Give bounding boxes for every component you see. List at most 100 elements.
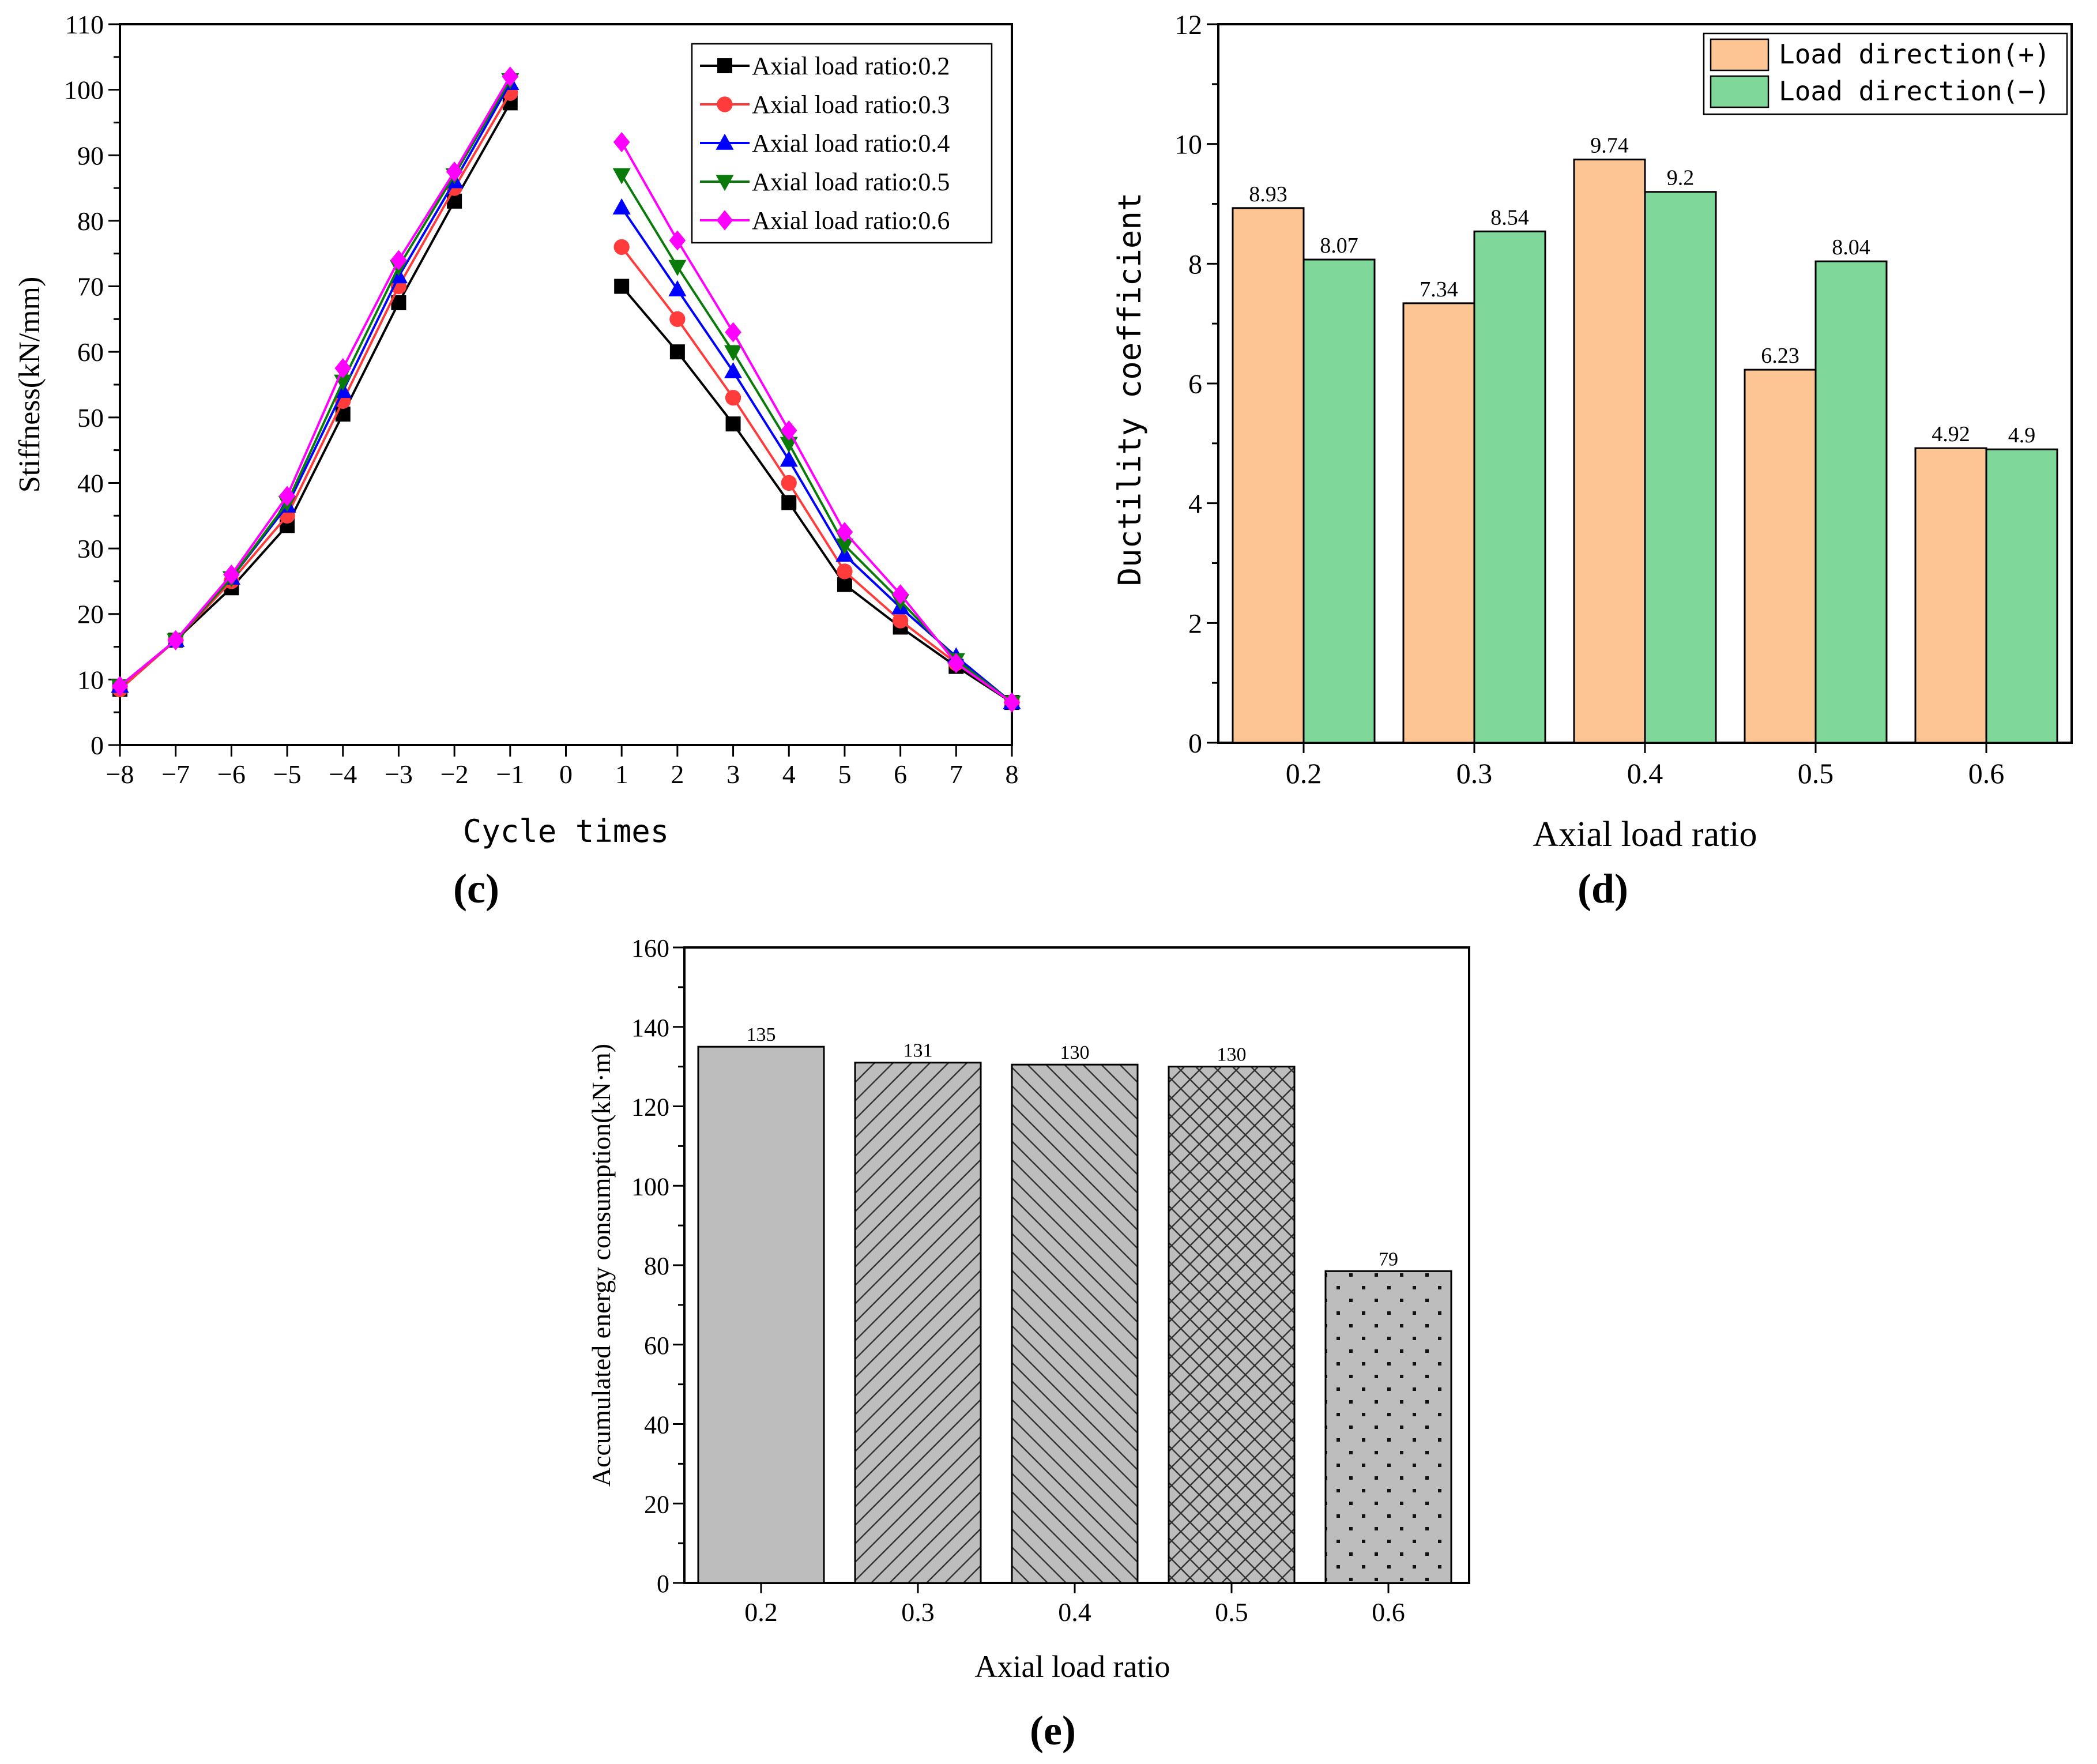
data-point — [278, 486, 296, 506]
x-tick-label: −8 — [106, 759, 134, 789]
data-point — [725, 322, 741, 343]
x-tick-label: 2 — [671, 759, 684, 789]
x-axis-title: Axial load ratio — [1533, 815, 1757, 854]
legend-marker — [716, 133, 734, 150]
y-tick-label: 70 — [77, 272, 104, 302]
y-axis-title: Accumulated energy consumption(kN·m) — [586, 1044, 616, 1487]
bar-value-label: 6.23 — [1761, 344, 1799, 368]
bar-value-label: 79 — [1379, 1248, 1398, 1270]
data-point — [892, 584, 909, 605]
legend-label: Axial load ratio:0.4 — [752, 129, 950, 157]
x-tick-label: −5 — [273, 759, 302, 789]
x-tick-label: −2 — [441, 759, 469, 789]
y-tick-label: 40 — [77, 468, 104, 498]
x-tick-label: −4 — [329, 759, 357, 789]
y-tick-label: 2 — [1188, 608, 1202, 639]
x-tick-label: 7 — [950, 759, 963, 789]
x-tick-label: 0.5 — [1215, 1597, 1248, 1627]
series-line — [119, 76, 511, 687]
bar — [1011, 1063, 1139, 1584]
y-tick-label: 12 — [1174, 10, 1202, 40]
bar-value-label: 7.34 — [1420, 277, 1458, 302]
x-tick-label: 5 — [838, 759, 851, 789]
y-tick-label: 20 — [644, 1490, 669, 1518]
series-line — [620, 174, 1013, 704]
x-tick-label: 0.5 — [1798, 757, 1834, 789]
ductility-bar-chart: 0 2 4 6 8 10 12 0.2 8.93 8.07 0.3 7.34 8.54 0.4 9.74 9.… — [1112, 10, 2073, 854]
x-tick-label: 0.2 — [744, 1597, 778, 1627]
x-tick-label: 4 — [782, 759, 796, 789]
y-tick-label: 60 — [77, 337, 104, 367]
data-point — [724, 362, 743, 378]
x-axis-title: Axial load ratio — [975, 1649, 1170, 1684]
y-tick-label: 10 — [1174, 130, 1202, 160]
data-point — [1003, 692, 1021, 713]
bar-value-label: 135 — [747, 1024, 776, 1045]
bar-value-label: 4.92 — [1932, 422, 1970, 446]
data-point — [446, 161, 463, 182]
data-point — [167, 630, 184, 650]
panel-label-c: (c) — [453, 866, 499, 912]
data-point — [780, 420, 797, 441]
bar-value-label: 9.2 — [1667, 166, 1695, 190]
data-point — [669, 311, 686, 328]
data-point — [502, 66, 519, 87]
data-point — [835, 538, 854, 555]
y-axis-title: Stiffness(kN/mm) — [13, 277, 46, 493]
bar — [1814, 260, 1888, 744]
bar — [854, 1062, 982, 1584]
bar — [1324, 1270, 1452, 1584]
data-point — [669, 344, 685, 360]
y-tick-label: 40 — [644, 1411, 669, 1439]
y-tick-label: 60 — [644, 1332, 669, 1360]
y-tick-label: 110 — [65, 10, 104, 39]
y-tick-label: 80 — [644, 1252, 669, 1280]
legend-label: Load direction(+) — [1779, 39, 2050, 70]
data-point — [948, 653, 965, 674]
data-point — [781, 495, 797, 510]
legend-marker — [717, 58, 732, 73]
data-point — [668, 259, 687, 276]
x-tick-label: 0.3 — [1456, 757, 1493, 789]
legend-swatch — [1710, 75, 1770, 108]
series-line — [620, 141, 1013, 704]
bar — [1914, 447, 1987, 744]
data-point — [837, 577, 852, 592]
y-tick-label: 120 — [631, 1093, 669, 1122]
data-point — [724, 345, 743, 362]
x-tick-label: 1 — [615, 759, 628, 789]
stiffness-line-chart: −8 −7 −6 −5 −4 −3 −2 −1 0 1 2 3 4 5 6 7 8010203040506070… — [13, 10, 1021, 849]
legend-marker — [716, 175, 734, 191]
bar-value-label: 130 — [1217, 1044, 1247, 1066]
bar-value-label: 8.93 — [1249, 182, 1287, 206]
x-tick-label: 0.2 — [1286, 757, 1322, 789]
y-tick-label: 90 — [77, 141, 104, 170]
y-tick-label: 100 — [631, 1172, 669, 1201]
x-axis-title: Cycle times — [463, 813, 669, 849]
bar-value-label: 4.9 — [2008, 423, 2036, 447]
y-tick-label: 0 — [1188, 728, 1202, 759]
legend-label: Axial load ratio:0.6 — [752, 206, 950, 235]
data-point — [390, 250, 407, 270]
energy-bar-chart: 0 20 40 60 80 100 120 140 160 135 0.2 131 0.3 130 0.4 1… — [586, 934, 1470, 1684]
bar — [1232, 207, 1305, 744]
bar — [1644, 191, 1717, 744]
data-point — [612, 168, 631, 185]
data-point — [223, 564, 240, 585]
bar-value-label: 130 — [1060, 1042, 1090, 1063]
legend-label: Axial load ratio:0.3 — [752, 91, 950, 119]
x-tick-label: 0.3 — [901, 1597, 935, 1627]
series-line — [620, 207, 1013, 704]
legend-label: Axial load ratio:0.5 — [752, 168, 950, 196]
y-axis-title: Ductility coefficient — [1112, 193, 1148, 586]
x-tick-label: 0.4 — [1058, 1597, 1091, 1627]
data-point — [613, 131, 630, 153]
data-point — [780, 450, 798, 467]
x-tick-label: 0.6 — [1372, 1597, 1405, 1627]
x-tick-label: −7 — [161, 759, 190, 789]
bar — [697, 1045, 825, 1584]
panel-label-d: (d) — [1578, 866, 1628, 912]
data-point — [725, 416, 741, 432]
data-point — [613, 239, 630, 255]
